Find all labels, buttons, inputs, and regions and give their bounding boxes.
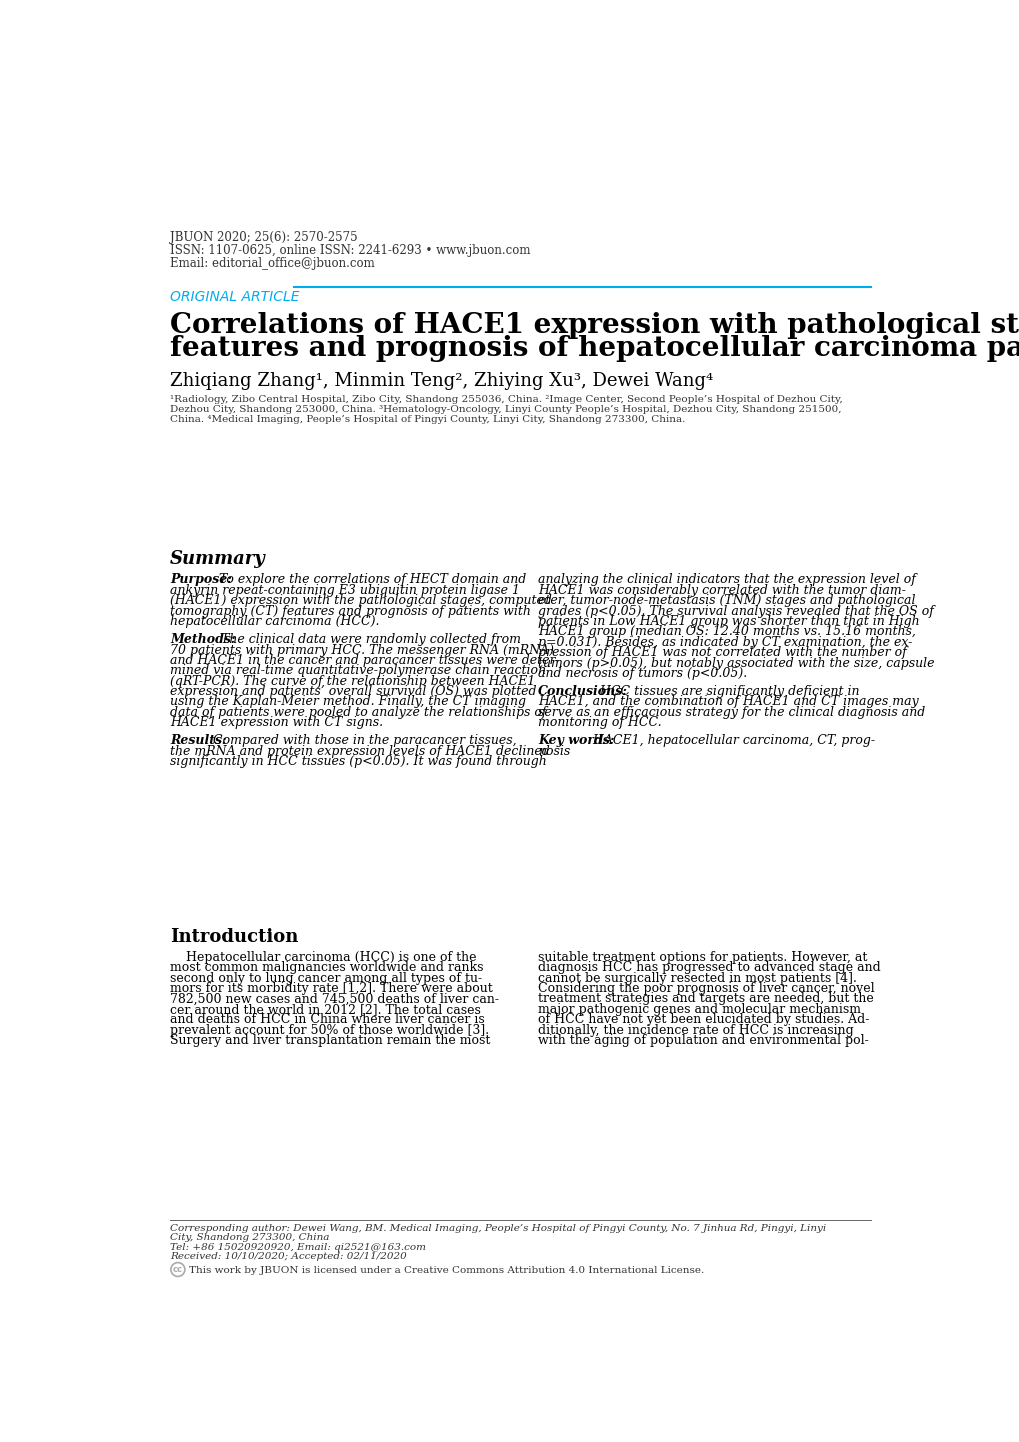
Text: To explore the correlations of HECT domain and: To explore the correlations of HECT doma… [215, 574, 526, 587]
Text: ¹Radiology, Zibo Central Hospital, Zibo City, Shandong 255036, China. ²Image Cen: ¹Radiology, Zibo Central Hospital, Zibo … [170, 395, 842, 404]
Text: serve as an efficacious strategy for the clinical diagnosis and: serve as an efficacious strategy for the… [538, 707, 924, 720]
Text: monitoring of HCC.: monitoring of HCC. [538, 717, 661, 730]
Text: Hepatocellular carcinoma (HCC) is one of the: Hepatocellular carcinoma (HCC) is one of… [170, 950, 476, 963]
Text: p=0.031). Besides, as indicated by CT examination, the ex-: p=0.031). Besides, as indicated by CT ex… [538, 636, 912, 649]
Text: grades (p<0.05). The survival analysis revealed that the OS of: grades (p<0.05). The survival analysis r… [538, 604, 933, 617]
Text: China. ⁴Medical Imaging, People’s Hospital of Pingyi County, Linyi City, Shandon: China. ⁴Medical Imaging, People’s Hospit… [170, 415, 685, 424]
Text: major pathogenic genes and molecular mechanism: major pathogenic genes and molecular mec… [538, 1002, 860, 1015]
Text: HACE1, hepatocellular carcinoma, CT, prog-: HACE1, hepatocellular carcinoma, CT, pro… [588, 734, 874, 747]
Text: Correlations of HACE1 expression with pathological stages, CT: Correlations of HACE1 expression with pa… [170, 311, 1019, 339]
Text: mors for its morbidity rate [1,2]. There were about: mors for its morbidity rate [1,2]. There… [170, 982, 492, 995]
Text: data of patients were pooled to analyze the relationships of: data of patients were pooled to analyze … [170, 707, 546, 720]
Text: 782,500 new cases and 745,500 deaths of liver can-: 782,500 new cases and 745,500 deaths of … [170, 992, 498, 1005]
Text: expression and patients’ overall survival (OS) was plotted: expression and patients’ overall surviva… [170, 685, 536, 698]
Text: Received: 10/10/2020; Accepted: 02/11/2020: Received: 10/10/2020; Accepted: 02/11/20… [170, 1252, 407, 1260]
Text: treatment strategies and targets are needed, but the: treatment strategies and targets are nee… [538, 992, 873, 1005]
Text: HACE1 was considerably correlated with the tumor diam-: HACE1 was considerably correlated with t… [538, 584, 905, 597]
Text: Compared with those in the paracancer tissues,: Compared with those in the paracancer ti… [209, 734, 516, 747]
Text: patients in Low HACE1 group was shorter than that in High: patients in Low HACE1 group was shorter … [538, 616, 919, 629]
Text: Tel: +86 15020920920, Email: qi2521@163.com: Tel: +86 15020920920, Email: qi2521@163.… [170, 1243, 426, 1252]
Text: and HACE1 in the cancer and paracancer tissues were deter-: and HACE1 in the cancer and paracancer t… [170, 653, 559, 666]
Text: hepatocellular carcinoma (HCC).: hepatocellular carcinoma (HCC). [170, 616, 379, 629]
Text: 70 patients with primary HCC. The messenger RNA (mRNA): 70 patients with primary HCC. The messen… [170, 643, 553, 656]
Text: Methods:: Methods: [170, 633, 235, 646]
Text: the mRNA and protein expression levels of HACE1 declined: the mRNA and protein expression levels o… [170, 744, 549, 757]
Text: nosis: nosis [538, 744, 570, 757]
Text: prevalent account for 50% of those worldwide [3].: prevalent account for 50% of those world… [170, 1024, 489, 1037]
Text: pression of HACE1 was not correlated with the number of: pression of HACE1 was not correlated wit… [538, 646, 906, 659]
Text: ISSN: 1107-0625, online ISSN: 2241-6293 • www.jbuon.com: ISSN: 1107-0625, online ISSN: 2241-6293 … [170, 244, 530, 257]
Text: Email: editorial_office@jbuon.com: Email: editorial_office@jbuon.com [170, 257, 375, 270]
Text: and deaths of HCC in China where liver cancer is: and deaths of HCC in China where liver c… [170, 1014, 484, 1027]
Text: mined via real-time quantitative-polymerase chain reaction: mined via real-time quantitative-polymer… [170, 665, 545, 678]
Text: Introduction: Introduction [170, 927, 299, 946]
Text: Dezhou City, Shandong 253000, China. ³Hematology-Oncology, Linyi County People’s: Dezhou City, Shandong 253000, China. ³He… [170, 405, 841, 414]
Text: eter, tumor-node-metastasis (TNM) stages and pathological: eter, tumor-node-metastasis (TNM) stages… [538, 594, 915, 607]
Text: diagnosis HCC has progressed to advanced stage and: diagnosis HCC has progressed to advanced… [538, 962, 880, 975]
Text: ditionally, the incidence rate of HCC is increasing: ditionally, the incidence rate of HCC is… [538, 1024, 853, 1037]
Text: Key words:: Key words: [538, 734, 614, 747]
Text: Summary: Summary [170, 551, 266, 568]
Text: Results:: Results: [170, 734, 226, 747]
Text: Corresponding author: Dewei Wang, BM. Medical Imaging, People’s Hospital of Ping: Corresponding author: Dewei Wang, BM. Me… [170, 1224, 825, 1233]
Text: HACE1 group (median OS: 12.40 months vs. 15.16 months,: HACE1 group (median OS: 12.40 months vs.… [538, 626, 915, 639]
Text: This work by JBUON is licensed under a Creative Commons Attribution 4.0 Internat: This work by JBUON is licensed under a C… [190, 1266, 704, 1275]
Text: Considering the poor prognosis of liver cancer, novel: Considering the poor prognosis of liver … [538, 982, 874, 995]
Text: with the aging of population and environmental pol-: with the aging of population and environ… [538, 1034, 868, 1047]
Text: of HCC have not yet been elucidated by studies. Ad-: of HCC have not yet been elucidated by s… [538, 1014, 869, 1027]
Text: HACE1, and the combination of HACE1 and CT images may: HACE1, and the combination of HACE1 and … [538, 695, 918, 708]
Text: ankyrin repeat-containing E3 ubiquitin protein ligase 1: ankyrin repeat-containing E3 ubiquitin p… [170, 584, 520, 597]
Text: cer around the world in 2012 [2]. The total cases: cer around the world in 2012 [2]. The to… [170, 1002, 481, 1015]
Text: HACE1 expression with CT signs.: HACE1 expression with CT signs. [170, 717, 383, 730]
Text: Zhiqiang Zhang¹, Minmin Teng², Zhiying Xu³, Dewei Wang⁴: Zhiqiang Zhang¹, Minmin Teng², Zhiying X… [170, 372, 712, 389]
Text: Purpose:: Purpose: [170, 574, 231, 587]
Text: HCC tissues are significantly deficient in: HCC tissues are significantly deficient … [596, 685, 859, 698]
Text: (HACE1) expression with the pathological stages, computed: (HACE1) expression with the pathological… [170, 594, 551, 607]
Text: significantly in HCC tissues (p<0.05). It was found through: significantly in HCC tissues (p<0.05). I… [170, 756, 546, 769]
Text: The clinical data were randomly collected from: The clinical data were randomly collecte… [216, 633, 520, 646]
Text: City, Shandong 273300, China: City, Shandong 273300, China [170, 1233, 329, 1243]
Text: (qRT-PCR). The curve of the relationship between HACE1: (qRT-PCR). The curve of the relationship… [170, 675, 535, 688]
Text: Surgery and liver transplantation remain the most: Surgery and liver transplantation remain… [170, 1034, 490, 1047]
Text: features and prognosis of hepatocellular carcinoma patients: features and prognosis of hepatocellular… [170, 335, 1019, 362]
Text: analyzing the clinical indicators that the expression level of: analyzing the clinical indicators that t… [538, 574, 915, 587]
Text: Conclusions:: Conclusions: [538, 685, 628, 698]
Text: and necrosis of tumors (p<0.05).: and necrosis of tumors (p<0.05). [538, 668, 747, 681]
Text: suitable treatment options for patients. However, at: suitable treatment options for patients.… [538, 950, 867, 963]
Text: most common malignancies worldwide and ranks: most common malignancies worldwide and r… [170, 962, 483, 975]
Text: cannot be surgically resected in most patients [4].: cannot be surgically resected in most pa… [538, 972, 856, 985]
Text: JBUON 2020; 25(6): 2570-2575: JBUON 2020; 25(6): 2570-2575 [170, 231, 358, 244]
Text: ORIGINAL ARTICLE: ORIGINAL ARTICLE [170, 290, 300, 304]
Text: using the Kaplan-Meier method. Finally, the CT imaging: using the Kaplan-Meier method. Finally, … [170, 695, 526, 708]
Text: tomography (CT) features and prognosis of patients with: tomography (CT) features and prognosis o… [170, 604, 531, 617]
Text: tumors (p>0.05), but notably associated with the size, capsule: tumors (p>0.05), but notably associated … [538, 656, 933, 669]
Text: cc: cc [172, 1265, 182, 1275]
Text: second only to lung cancer among all types of tu-: second only to lung cancer among all typ… [170, 972, 482, 985]
